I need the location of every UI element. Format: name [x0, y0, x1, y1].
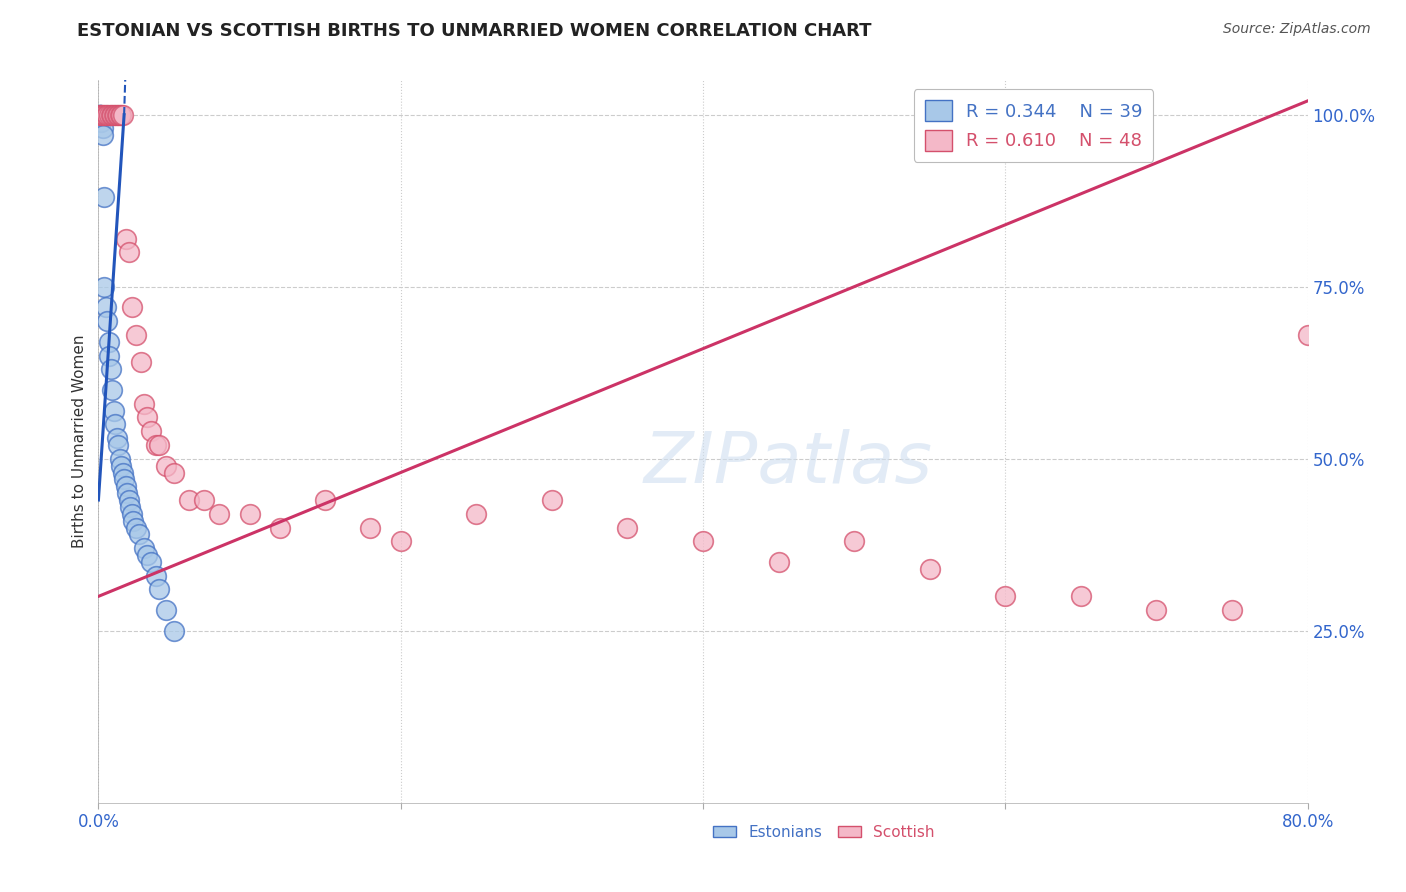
Point: [89, 108, 111, 122]
Point: [208, 507, 231, 521]
Point: [132, 541, 155, 556]
Point: [155, 603, 177, 617]
Point: [360, 520, 382, 534]
Point: [94, 301, 117, 315]
Point: [98, 349, 121, 363]
Point: [125, 327, 148, 342]
Point: [87, 108, 110, 122]
Point: [389, 534, 412, 549]
Point: [114, 231, 136, 245]
Point: [93, 190, 115, 204]
Text: ESTONIAN VS SCOTTISH BIRTHS TO UNMARRIED WOMEN CORRELATION CHART: ESTONIAN VS SCOTTISH BIRTHS TO UNMARRIED…: [77, 22, 872, 40]
Point: [141, 424, 163, 438]
Point: [179, 493, 201, 508]
Point: [91, 128, 114, 143]
Point: [768, 555, 790, 569]
Point: [98, 334, 121, 349]
Point: [107, 108, 129, 122]
Point: [90, 108, 112, 122]
Point: [145, 568, 167, 582]
Point: [148, 582, 170, 597]
Point: [111, 108, 134, 122]
Point: [91, 121, 114, 136]
Point: [465, 507, 488, 521]
Point: [269, 520, 291, 534]
Point: [148, 438, 170, 452]
Point: [155, 458, 177, 473]
Point: [101, 108, 124, 122]
Point: [111, 466, 134, 480]
Point: [692, 534, 714, 549]
Point: [129, 355, 152, 369]
Point: [540, 493, 562, 508]
Point: [89, 108, 111, 122]
Point: [122, 514, 145, 528]
Point: [112, 472, 135, 486]
Point: [141, 555, 163, 569]
Point: [93, 279, 115, 293]
Point: [100, 108, 122, 122]
Point: [93, 108, 115, 122]
Point: [918, 562, 941, 576]
Point: [1070, 590, 1092, 604]
Point: [193, 493, 215, 508]
Point: [239, 507, 262, 521]
Point: [118, 245, 141, 260]
Point: [132, 397, 155, 411]
Point: [101, 383, 124, 397]
Point: [1144, 603, 1167, 617]
Y-axis label: Births to Unmarried Women: Births to Unmarried Women: [72, 334, 87, 549]
Point: [98, 108, 121, 122]
Point: [104, 108, 127, 122]
Point: [616, 520, 638, 534]
Point: [104, 417, 127, 432]
Point: [844, 534, 866, 549]
Point: [110, 458, 132, 473]
Point: [135, 410, 157, 425]
Text: ZIPatlas: ZIPatlas: [643, 429, 932, 498]
Point: [121, 301, 143, 315]
Text: Source: ZipAtlas.com: Source: ZipAtlas.com: [1223, 22, 1371, 37]
Point: [1220, 603, 1243, 617]
Point: [115, 486, 138, 500]
Point: [90, 108, 112, 122]
Point: [145, 438, 167, 452]
Point: [163, 466, 186, 480]
Point: [110, 108, 132, 122]
Point: [100, 362, 122, 376]
Point: [96, 314, 118, 328]
Point: [1296, 327, 1319, 342]
Point: [105, 108, 128, 122]
Point: [103, 108, 125, 122]
Point: [108, 451, 131, 466]
Point: [91, 108, 114, 122]
Point: [89, 108, 111, 122]
Point: [125, 520, 148, 534]
Point: [118, 493, 141, 508]
Point: [120, 500, 142, 514]
Legend: Estonians, Scottish: Estonians, Scottish: [707, 819, 941, 846]
Point: [90, 114, 112, 128]
Point: [105, 431, 128, 445]
Point: [163, 624, 186, 638]
Point: [96, 108, 118, 122]
Point: [314, 493, 336, 508]
Point: [121, 507, 143, 521]
Point: [89, 108, 111, 122]
Point: [135, 548, 157, 562]
Point: [103, 403, 125, 417]
Point: [107, 438, 129, 452]
Point: [94, 108, 117, 122]
Point: [994, 590, 1017, 604]
Point: [114, 479, 136, 493]
Point: [108, 108, 131, 122]
Point: [128, 527, 150, 541]
